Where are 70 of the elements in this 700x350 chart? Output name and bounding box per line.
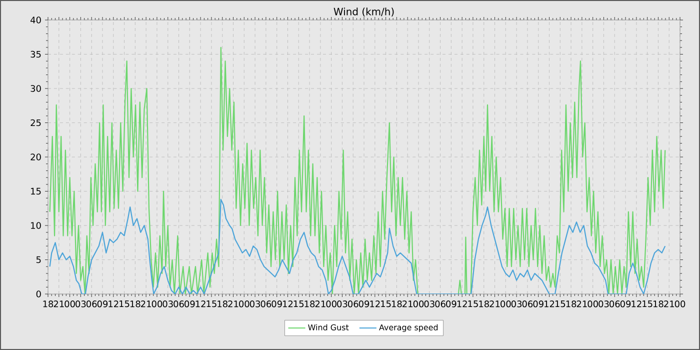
- x-tick-label: 18: [218, 300, 228, 308]
- x-tick-label: 18: [130, 300, 140, 308]
- x-tick-label: 09: [97, 300, 108, 308]
- x-tick-label: 15: [120, 300, 130, 308]
- x-tick-label: 09: [446, 300, 456, 308]
- x-tick-label: 06: [260, 300, 272, 308]
- x-tick-label: 12: [370, 300, 380, 308]
- x-tick-label: 21: [664, 300, 674, 308]
- x-tick-label: 09: [620, 300, 631, 308]
- x-tick-label: 00: [239, 300, 250, 308]
- x-tick-label: 21: [490, 300, 500, 308]
- x-tick-label: 09: [272, 300, 282, 308]
- y-tick-label: 10: [31, 222, 41, 229]
- x-tick-label: 09: [184, 300, 195, 308]
- y-tick-label: 40: [30, 16, 41, 24]
- x-tick-label: 18: [654, 300, 664, 308]
- x-tick-label: 09: [358, 300, 370, 308]
- chart-title: Wind (km/h): [334, 8, 394, 16]
- x-tick-label: 12: [457, 300, 467, 308]
- y-tick-label: 25: [30, 119, 41, 126]
- x-tick-label: 18: [566, 300, 576, 308]
- x-tick-label: 00: [64, 300, 75, 308]
- x-tick-label: 03: [511, 300, 522, 308]
- x-tick-label: 06: [348, 300, 358, 308]
- line-series: [49, 46, 666, 294]
- x-tick-label: 00: [500, 300, 511, 308]
- x-tick-label: 00: [326, 300, 336, 308]
- x-tick-label: 03: [250, 300, 260, 308]
- x-tick-label: 12: [632, 300, 642, 308]
- y-tick-label: 30: [30, 85, 41, 92]
- x-tick-label: 21: [141, 300, 151, 308]
- x-tick-label: 15: [642, 300, 652, 308]
- x-tick-label: 06: [522, 300, 533, 308]
- x-tick-label: 15: [206, 300, 216, 308]
- x-tick-label: 21: [402, 300, 412, 308]
- x-tick-label: 06: [86, 300, 97, 308]
- x-tick-label: 15: [468, 300, 478, 308]
- x-tick-label: 21: [315, 300, 326, 308]
- x-tick-label: 15: [294, 300, 304, 308]
- x-tick-label: 00: [152, 300, 162, 308]
- x-tick-label: 21: [576, 300, 587, 308]
- x-tick-label: 18: [43, 300, 54, 308]
- x-tick-label: 03: [598, 300, 609, 308]
- x-tick-label: 09: [533, 300, 544, 308]
- x-tick-label: 15: [555, 300, 566, 308]
- y-tick-label: 0: [36, 290, 41, 298]
- x-tick-label: 00: [674, 300, 686, 308]
- x-tick-label: 18: [479, 300, 489, 308]
- y-tick-label: 15: [31, 188, 41, 195]
- x-tick-label: 12: [283, 300, 293, 308]
- x-tick-label: 06: [610, 300, 620, 308]
- x-tick-label: 03: [76, 300, 86, 308]
- y-tick-label: 35: [30, 50, 41, 58]
- x-tick-label: 15: [381, 300, 391, 308]
- x-tick-label: 00: [588, 300, 598, 308]
- x-tick-label: 06: [435, 300, 446, 308]
- y-tick-label: 20: [30, 154, 41, 160]
- x-tick-label: 12: [196, 300, 206, 308]
- x-tick-label: 06: [174, 300, 184, 308]
- x-tick-label: 18: [392, 300, 402, 308]
- x-tick-label: 21: [54, 300, 64, 308]
- x-tick-label: 21: [228, 300, 238, 308]
- x-tick-label: 18: [304, 300, 315, 308]
- x-tick-label: 03: [162, 300, 173, 308]
- x-tick-label: 03: [424, 300, 434, 308]
- x-tick-label: 12: [108, 300, 118, 308]
- x-tick-label: 03: [337, 300, 348, 308]
- y-tick-label: 5: [36, 256, 41, 264]
- x-tick-label: 00: [413, 300, 424, 308]
- x-tick-label: 12: [544, 300, 554, 308]
